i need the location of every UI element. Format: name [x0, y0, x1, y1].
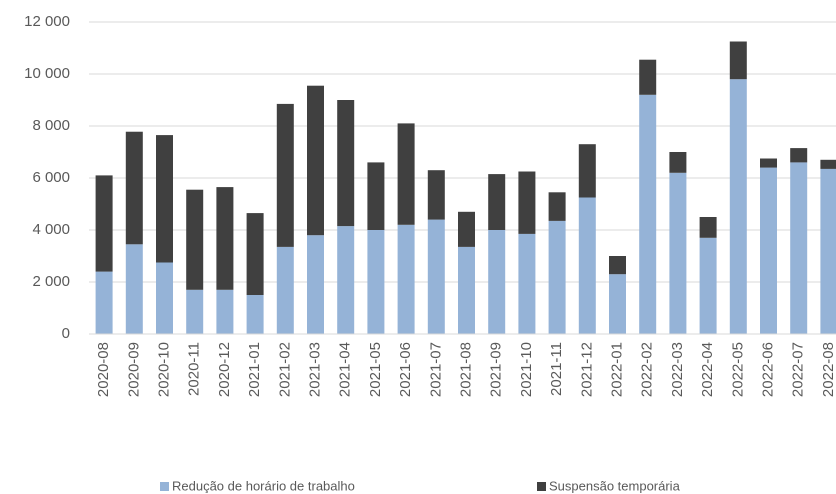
bar-segment [186, 289, 204, 334]
bar-segment [458, 246, 475, 334]
x-tick-label: 2021-03 [306, 342, 323, 397]
bar-segment [337, 226, 355, 334]
y-tick-label: 0 [62, 325, 70, 342]
bar-segment [458, 211, 475, 247]
legend-label: Redução de horário de trabalho [172, 478, 355, 493]
bar-segment [427, 170, 445, 220]
bar-segment [307, 85, 324, 236]
x-tick-label: 2021-08 [457, 342, 474, 397]
x-tick-label: 2021-06 [397, 342, 414, 397]
legend-label: Suspensão temporária [549, 478, 681, 493]
bar-segment [548, 192, 566, 221]
bar-segment [790, 162, 808, 334]
x-tick-label: 2022-05 [729, 342, 746, 397]
bar-segment [639, 94, 657, 334]
bar-segment [518, 171, 536, 234]
bar-segment [156, 135, 173, 263]
bar-segment [820, 159, 836, 169]
bar-segment [156, 262, 173, 334]
bar-segment [609, 256, 626, 275]
bar-segment [397, 224, 415, 334]
bar-segment [518, 233, 536, 334]
bar-segment [669, 152, 687, 173]
x-tick-label: 2020-11 [186, 342, 203, 396]
bar-segment [548, 220, 566, 334]
bar-segment [246, 213, 264, 295]
x-tick-label: 2022-02 [639, 342, 656, 397]
bar-segment [246, 295, 264, 334]
bar-segment [820, 168, 836, 334]
y-tick-label: 6 000 [32, 169, 70, 186]
x-tick-label: 2020-08 [95, 342, 112, 397]
x-tick-label: 2022-06 [759, 342, 776, 397]
x-tick-label: 2021-12 [578, 342, 595, 397]
bar-segment [488, 230, 506, 334]
x-tick-label: 2022-03 [669, 342, 686, 397]
y-tick-label: 4 000 [32, 221, 70, 238]
x-tick-label: 2022-07 [790, 342, 807, 397]
x-tick-label: 2022-01 [608, 342, 625, 397]
bar-segment [276, 246, 294, 334]
bar-segment [367, 230, 385, 334]
x-tick-label: 2020-09 [125, 342, 142, 397]
bar-segment [186, 189, 204, 290]
bar-segment [276, 103, 294, 247]
bar-segment [125, 244, 143, 334]
bar-segment [729, 79, 747, 334]
bar-segment [488, 174, 506, 230]
bar-segment [669, 172, 687, 334]
x-tick-label: 2021-05 [367, 342, 384, 397]
legend-swatch [537, 482, 546, 491]
bar-segment [760, 167, 777, 334]
bar-segment [609, 274, 626, 334]
bar-segment [729, 41, 747, 80]
bar-segment [699, 237, 717, 334]
x-tick-label: 2020-10 [155, 342, 172, 397]
x-tick-label: 2021-01 [246, 342, 263, 397]
x-tick-label: 2021-11 [548, 342, 565, 396]
bar-segment [307, 235, 324, 334]
x-tick-label: 2021-02 [276, 342, 293, 397]
bar-segment [699, 217, 717, 238]
x-tick-label: 2020-12 [216, 342, 233, 397]
y-tick-label: 2 000 [32, 273, 70, 290]
x-tick-label: 2022-04 [699, 342, 716, 397]
bar-segment [397, 123, 415, 225]
bar-segment [790, 148, 808, 163]
bar-segment [578, 144, 596, 198]
x-tick-label: 2021-04 [337, 342, 354, 397]
x-tick-label: 2021-09 [488, 342, 505, 397]
bar-segment [95, 271, 113, 334]
bar-segment [95, 175, 113, 272]
bar-segment [216, 289, 234, 334]
x-tick-label: 2021-10 [518, 342, 535, 397]
bar-segment [125, 131, 143, 245]
bar-segment [578, 197, 596, 334]
bar-segment [367, 162, 385, 230]
x-tick-label: 2021-07 [427, 342, 444, 397]
legend-swatch [160, 482, 169, 491]
bar-segment [427, 219, 445, 334]
bar-segment [337, 100, 355, 227]
x-tick-label: 2022-08 [820, 342, 836, 397]
y-tick-label: 8 000 [32, 117, 70, 134]
bar-segment [216, 187, 234, 290]
y-tick-label: 12 000 [24, 13, 70, 30]
y-tick-label: 10 000 [24, 65, 70, 82]
bar-segment [639, 59, 657, 95]
bar-segment [760, 158, 777, 168]
